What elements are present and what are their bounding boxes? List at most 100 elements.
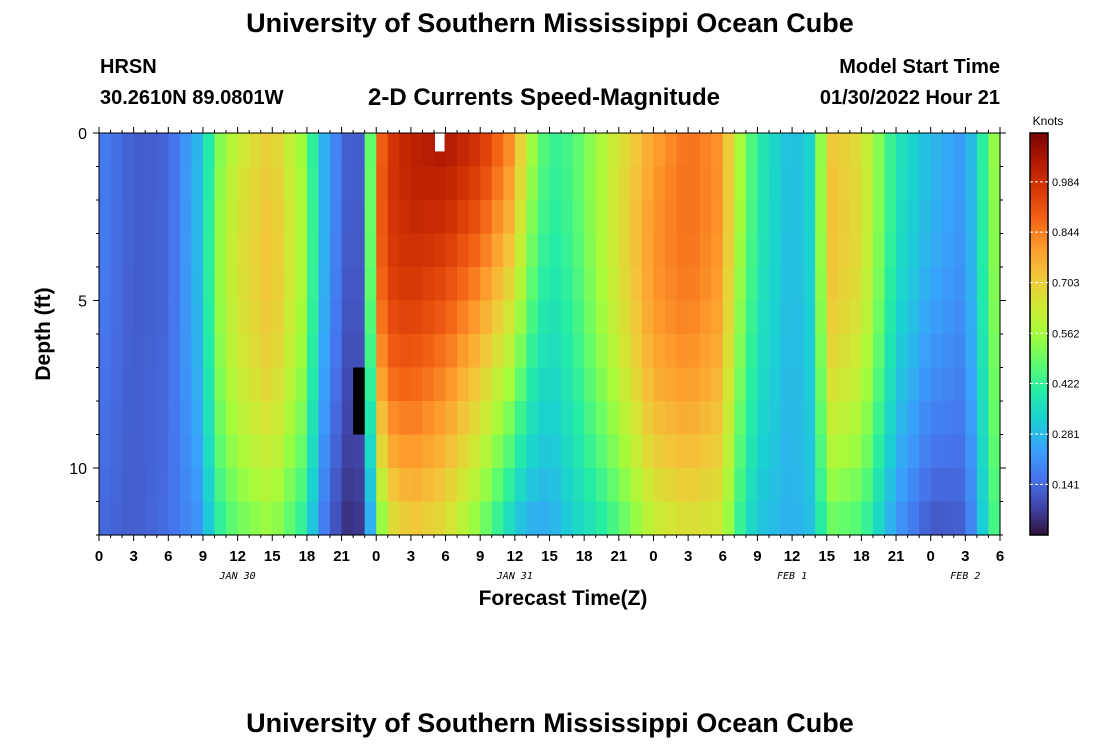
heatmap-cell [665, 300, 678, 335]
heatmap-cell [676, 166, 689, 201]
heatmap-cell [156, 501, 169, 536]
heatmap-cell [861, 300, 874, 335]
heatmap-cell [99, 233, 112, 268]
heatmap-cell [549, 334, 562, 369]
heatmap-cell [399, 267, 412, 302]
heatmap-cell [122, 367, 135, 402]
heatmap-cell [549, 468, 562, 503]
heatmap-cell [722, 233, 735, 268]
heatmap-cell [826, 501, 839, 536]
heatmap-cell [884, 166, 897, 201]
heatmap-cell [433, 501, 447, 536]
heatmap-cell [295, 401, 308, 436]
heatmap-cell [676, 468, 689, 503]
heatmap-cell [907, 367, 920, 402]
heatmap-cell [734, 367, 747, 402]
heatmap-cell [561, 334, 574, 369]
x-tick-label: 0 [95, 548, 103, 565]
heatmap-cell [907, 401, 920, 436]
heatmap-cell [353, 367, 366, 402]
heatmap-cell [156, 166, 169, 201]
date-label: JAN 31 [496, 571, 533, 582]
heatmap-cell [561, 434, 574, 469]
heatmap-cell [237, 334, 250, 369]
heatmap-cell [745, 166, 759, 201]
heatmap-cell [780, 334, 793, 369]
heatmap-cell [179, 267, 193, 302]
heatmap-cell [249, 468, 262, 503]
heatmap-cell [353, 166, 366, 201]
heatmap-cell [272, 166, 285, 201]
heatmap-cell [884, 267, 897, 302]
heatmap-cell [595, 133, 608, 168]
heatmap-cell [919, 334, 932, 369]
heatmap-cell [168, 501, 181, 536]
heatmap-cell [745, 334, 759, 369]
heatmap-cell [156, 401, 169, 436]
heatmap-cell [676, 200, 689, 235]
heatmap-cell [387, 133, 400, 168]
heatmap-cell [965, 267, 978, 302]
heatmap-cell [226, 166, 239, 201]
heatmap-cell [468, 300, 481, 335]
heatmap-cell [549, 401, 562, 436]
colorbar-tick-label: 0.703 [1052, 278, 1080, 290]
heatmap-cell [768, 501, 782, 536]
heatmap-cell [688, 200, 701, 235]
heatmap-cell [561, 166, 574, 201]
heatmap-cell [480, 200, 493, 235]
heatmap-cell [503, 501, 516, 536]
heatmap-cell [722, 367, 735, 402]
heatmap-cell [561, 267, 574, 302]
heatmap-cell [561, 468, 574, 503]
heatmap-cell [803, 334, 816, 369]
heatmap-cell [826, 300, 839, 335]
heatmap-cell [953, 401, 966, 436]
heatmap-cell [526, 233, 539, 268]
heatmap-cell [618, 267, 631, 302]
heatmap-cell [988, 267, 1001, 302]
heatmap-cell [965, 133, 978, 168]
heatmap-cell [226, 300, 239, 335]
heatmap-cell [353, 133, 366, 168]
heatmap-cell [214, 434, 227, 469]
heatmap-cell [734, 468, 747, 503]
heatmap-cell [965, 300, 978, 335]
heatmap-cell [295, 133, 308, 168]
heatmap-cell [549, 300, 562, 335]
heatmap-cell [468, 233, 481, 268]
heatmap-cell [745, 133, 759, 168]
heatmap-cell [803, 501, 816, 536]
heatmap-cell [445, 367, 458, 402]
heatmap-cell [549, 166, 562, 201]
heatmap-cell [584, 300, 597, 335]
heatmap-cell [919, 401, 932, 436]
heatmap-cell [792, 401, 805, 436]
heatmap-cell [780, 166, 793, 201]
heatmap-cell [780, 200, 793, 235]
heatmap-cell [537, 367, 551, 402]
heatmap-cell [953, 133, 966, 168]
heatmap-cell [110, 233, 123, 268]
heatmap-cell [872, 401, 886, 436]
heatmap-cell [168, 401, 181, 436]
heatmap-cell [607, 133, 620, 168]
heatmap-cell [445, 334, 458, 369]
heatmap-cell [99, 300, 112, 335]
heatmap-cell [399, 367, 412, 402]
heatmap-cell [503, 434, 516, 469]
heatmap-cell [826, 434, 839, 469]
heatmap-cell [318, 334, 331, 369]
heatmap-cell [872, 468, 886, 503]
heatmap-cell [768, 267, 782, 302]
heatmap-cell [976, 334, 990, 369]
heatmap-cell [572, 267, 585, 302]
heatmap-cell [237, 133, 250, 168]
heatmap-cell [410, 300, 424, 335]
heatmap-cell [561, 401, 574, 436]
heatmap-cell [907, 166, 920, 201]
heatmap-cell [376, 267, 389, 302]
heatmap-cell [849, 367, 862, 402]
heatmap-cell [306, 434, 320, 469]
heatmap-cell [930, 434, 943, 469]
